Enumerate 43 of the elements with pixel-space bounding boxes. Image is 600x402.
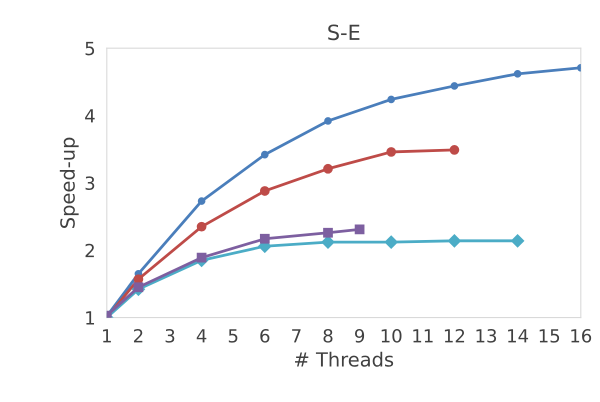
point	[448, 234, 461, 248]
point	[196, 222, 206, 232]
x-tick-label: 6	[260, 329, 270, 343]
point	[321, 236, 335, 249]
x-tick-label: 3	[166, 329, 174, 343]
y-tick-label: 4	[85, 109, 95, 122]
x-tick-label: 4	[196, 329, 206, 342]
point	[386, 147, 396, 157]
point	[514, 70, 522, 78]
x-tick-label: 2	[134, 329, 142, 342]
x-tick-label: 9	[354, 329, 364, 343]
x-tick-label: 12	[444, 329, 464, 342]
point	[260, 150, 269, 158]
y-tick-label: 5	[86, 42, 94, 56]
x-tick-label: 1	[103, 329, 111, 342]
x-tick-label: 14	[508, 329, 528, 342]
point	[323, 164, 333, 174]
point	[198, 197, 206, 205]
y-tick-label: 1	[86, 311, 94, 324]
x-tick-label: 11	[413, 329, 433, 342]
point	[260, 186, 270, 196]
point	[260, 234, 270, 244]
x-tick-label: 16	[571, 329, 592, 343]
point	[387, 96, 396, 104]
y-tick-label: 3	[86, 176, 94, 190]
x-tick-label: 15	[540, 329, 560, 343]
x-tick-label: 8	[323, 329, 333, 343]
chart-title: S-E	[328, 24, 360, 40]
point	[384, 236, 398, 249]
point	[196, 252, 206, 263]
x-axis-title: # Threads	[295, 352, 394, 367]
y-tick-label: 2	[86, 244, 94, 258]
y-axis-title: Speed-up	[60, 138, 79, 228]
x-tick-label: 5	[228, 329, 238, 343]
x-tick-label: 10	[382, 329, 402, 343]
point	[450, 145, 460, 155]
point	[324, 117, 332, 125]
point	[511, 234, 524, 248]
point	[354, 224, 364, 234]
x-tick-label: 7	[292, 329, 301, 342]
point	[450, 82, 458, 90]
point	[323, 228, 333, 238]
x-tick-label: 13	[476, 329, 496, 343]
